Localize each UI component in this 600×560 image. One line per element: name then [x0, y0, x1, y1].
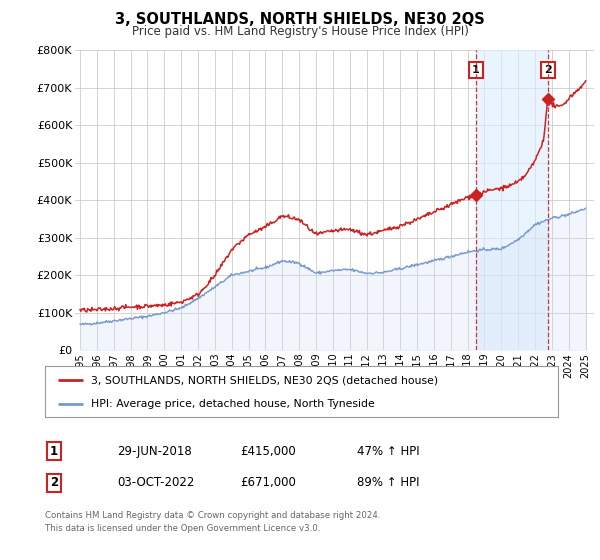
Text: 2: 2 — [544, 65, 551, 75]
Text: 89% ↑ HPI: 89% ↑ HPI — [357, 476, 419, 489]
Text: This data is licensed under the Open Government Licence v3.0.: This data is licensed under the Open Gov… — [45, 524, 320, 533]
Text: 03-OCT-2022: 03-OCT-2022 — [117, 476, 194, 489]
Text: 47% ↑ HPI: 47% ↑ HPI — [357, 445, 419, 458]
Text: 3, SOUTHLANDS, NORTH SHIELDS, NE30 2QS (detached house): 3, SOUTHLANDS, NORTH SHIELDS, NE30 2QS (… — [91, 375, 438, 385]
Text: Price paid vs. HM Land Registry's House Price Index (HPI): Price paid vs. HM Land Registry's House … — [131, 25, 469, 38]
Text: 3, SOUTHLANDS, NORTH SHIELDS, NE30 2QS: 3, SOUTHLANDS, NORTH SHIELDS, NE30 2QS — [115, 12, 485, 27]
Text: 1: 1 — [472, 65, 480, 75]
Text: 1: 1 — [50, 445, 58, 458]
Text: Contains HM Land Registry data © Crown copyright and database right 2024.: Contains HM Land Registry data © Crown c… — [45, 511, 380, 520]
Text: 29-JUN-2018: 29-JUN-2018 — [117, 445, 192, 458]
Bar — [476, 50, 548, 350]
Text: £671,000: £671,000 — [240, 476, 296, 489]
Text: £415,000: £415,000 — [240, 445, 296, 458]
Text: 2: 2 — [50, 476, 58, 489]
Text: HPI: Average price, detached house, North Tyneside: HPI: Average price, detached house, Nort… — [91, 399, 375, 409]
